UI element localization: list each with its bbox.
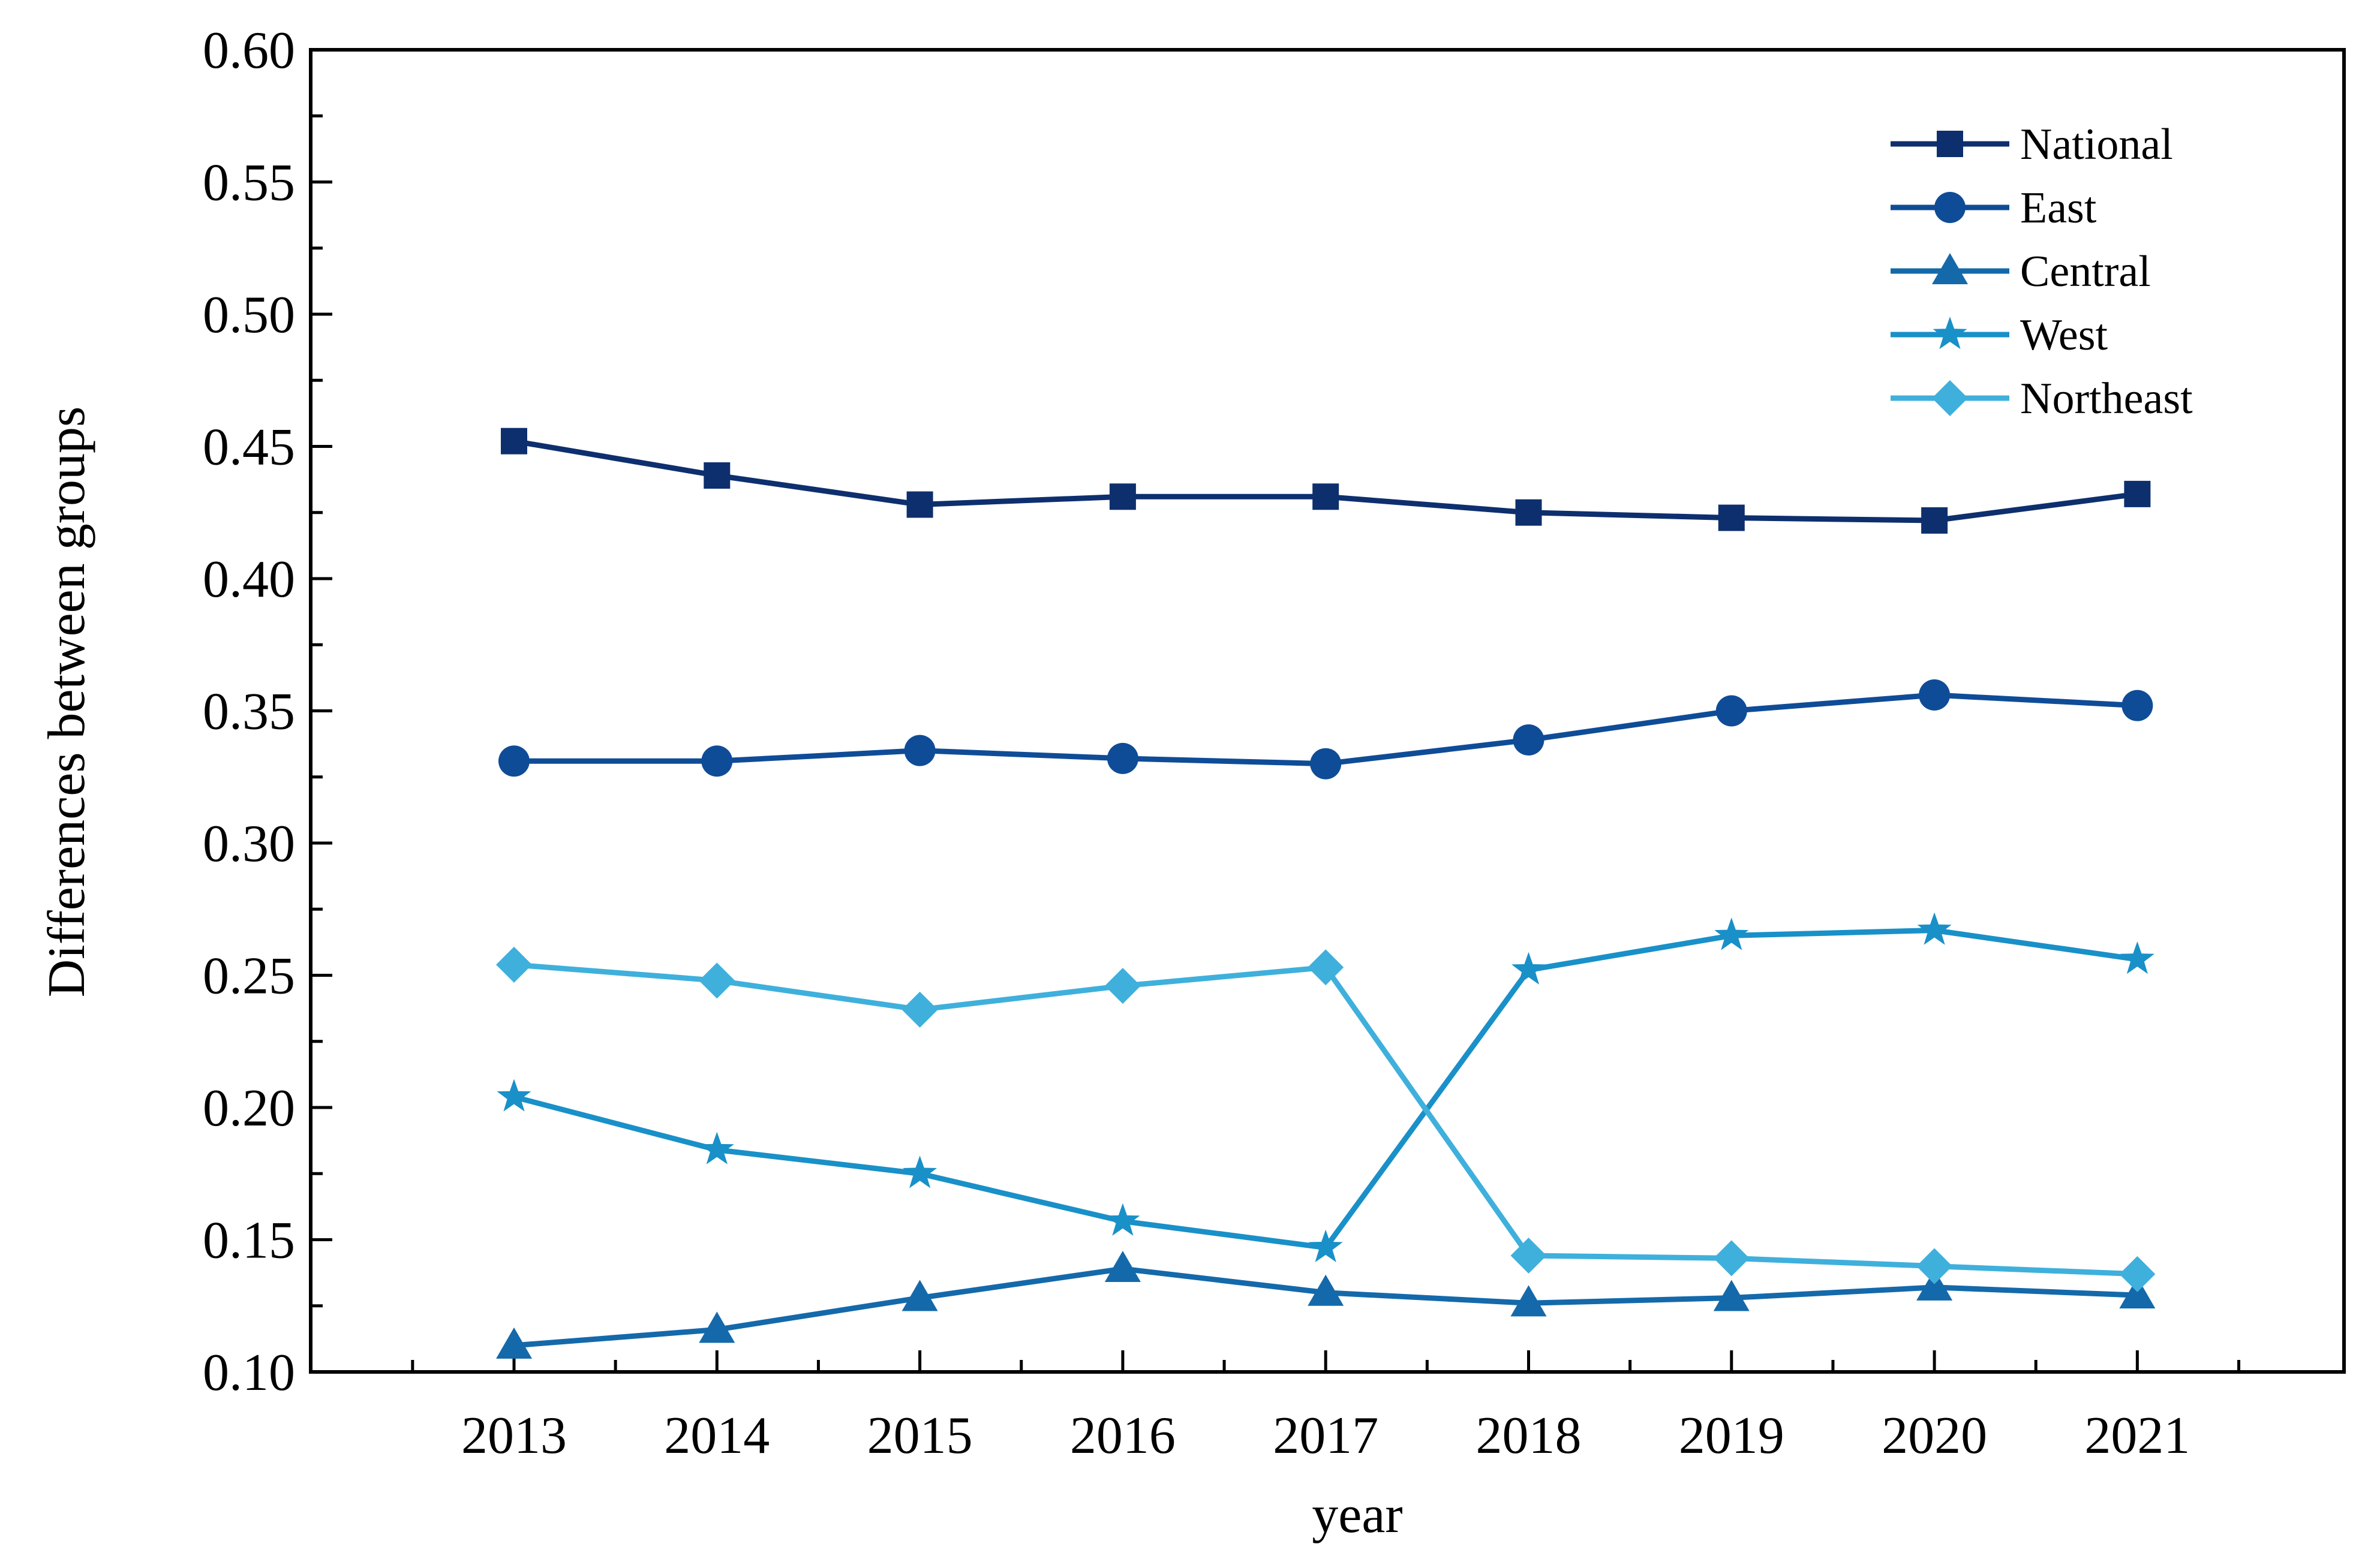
data-point-northeast (1510, 1237, 1547, 1274)
data-point-central (1510, 1285, 1547, 1317)
x-tick-label: 2017 (1273, 1407, 1378, 1465)
y-tick-label: 0.15 (203, 1212, 295, 1270)
x-tick-label: 2020 (1882, 1407, 1987, 1465)
axes: 0.10 0.15 0.20 0.25 0.30 0.35 0.40 0.45 0.50 0.55… (203, 22, 2346, 1465)
x-tick-label: 2016 (1070, 1407, 1176, 1465)
data-point-west (1917, 912, 1952, 945)
data-point-west (1511, 952, 1546, 985)
legend-marker (1932, 253, 1968, 284)
data-point-east (1919, 679, 1951, 711)
data-point-northeast (2119, 1256, 2156, 1292)
x-tick-label: 2014 (664, 1407, 770, 1465)
data-point-east (904, 735, 936, 766)
data-point-central (699, 1311, 735, 1343)
data-point-central (1104, 1251, 1141, 1283)
data-point-east (498, 745, 530, 777)
data-point-national (1515, 499, 1542, 526)
legend-marker (1934, 192, 1966, 223)
series-northeast (496, 946, 2156, 1292)
x-axis-title: year (1312, 1486, 1402, 1544)
data-point-northeast (699, 962, 735, 999)
y-tick-label: 0.60 (203, 22, 295, 80)
x-tick-label: 2021 (2084, 1407, 2190, 1465)
data-point-national (704, 462, 731, 489)
data-point-central (2119, 1277, 2156, 1309)
legend-item-central: Central (1891, 247, 2151, 296)
x-tick-label: 2018 (1476, 1407, 1582, 1465)
y-tick-label: 0.30 (203, 815, 295, 873)
data-point-northeast (1713, 1240, 1750, 1277)
x-tick-label: 2019 (1679, 1407, 1784, 1465)
data-point-northeast (901, 991, 938, 1028)
data-point-northeast (496, 946, 532, 983)
legend-label: Central (2020, 247, 2151, 296)
data-point-central (901, 1280, 938, 1311)
data-point-west (2120, 941, 2154, 974)
y-axis-title: Differences between groups (38, 407, 96, 998)
data-point-northeast (1104, 968, 1141, 1004)
legend-item-northeast: Northeast (1891, 374, 2193, 423)
series-west (497, 912, 2154, 1262)
data-point-northeast (1916, 1248, 1953, 1284)
data-point-west (903, 1155, 937, 1188)
y-tick-label: 0.25 (203, 947, 295, 1006)
data-point-national (1312, 483, 1339, 510)
data-point-west (1714, 917, 1749, 950)
data-point-central (1308, 1274, 1344, 1306)
data-point-central (1713, 1280, 1750, 1311)
legend-label: Northeast (2020, 374, 2193, 423)
data-point-east (1513, 724, 1544, 756)
legend-item-east: East (1891, 183, 2097, 233)
legend-item-national: National (1891, 120, 2173, 169)
x-tick-label: 2015 (867, 1407, 973, 1465)
x-tick-label: 2013 (461, 1407, 567, 1465)
data-point-east (1107, 742, 1138, 774)
legend-item-west: West (1891, 311, 2108, 360)
legend-label: East (2020, 183, 2097, 233)
legend: National East Central West Northeast (1891, 120, 2193, 423)
data-point-national (1921, 507, 1948, 534)
y-tick-label: 0.10 (203, 1344, 295, 1402)
legend-marker (1937, 131, 1963, 157)
legend-label: National (2020, 120, 2173, 169)
legend-label: West (2020, 311, 2108, 360)
data-point-east (1715, 695, 1747, 727)
y-tick-label: 0.35 (203, 683, 295, 741)
data-point-national (1718, 504, 1745, 531)
data-point-national (2124, 480, 2151, 507)
y-tick-label: 0.50 (203, 286, 295, 344)
data-point-east (1310, 748, 1342, 780)
data-point-west (1308, 1229, 1343, 1262)
legend-marker (1932, 380, 1968, 416)
data-point-west (699, 1131, 734, 1164)
series-line-northeast (513, 962, 2138, 1277)
data-point-northeast (1308, 949, 1344, 986)
y-tick-label: 0.20 (203, 1079, 295, 1137)
y-tick-label: 0.45 (203, 419, 295, 477)
data-point-national (1109, 483, 1136, 510)
data-point-east (701, 745, 733, 777)
data-point-west (497, 1079, 531, 1112)
data-point-east (2121, 690, 2153, 721)
series-group (496, 428, 2156, 1359)
data-point-central (496, 1327, 532, 1359)
y-tick-label: 0.40 (203, 550, 295, 609)
data-point-national (906, 491, 933, 518)
data-point-national (501, 428, 527, 455)
y-tick-label: 0.55 (203, 154, 295, 212)
data-point-west (1105, 1203, 1140, 1236)
data-point-central (1916, 1269, 1953, 1301)
legend-marker (1933, 317, 1967, 350)
series-east (498, 679, 2153, 780)
series-national (501, 428, 2151, 534)
series-central (496, 1251, 2156, 1359)
